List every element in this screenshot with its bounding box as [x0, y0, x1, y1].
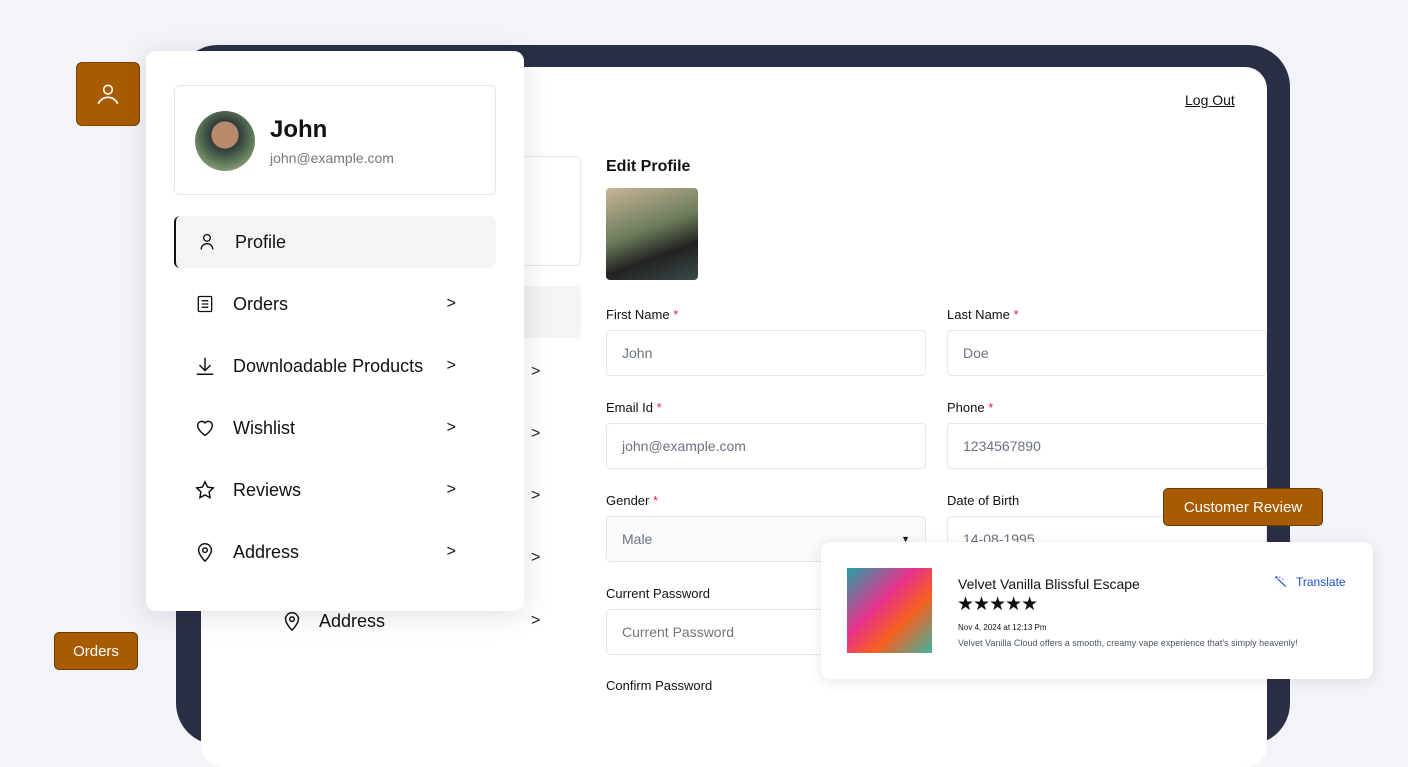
menu-item-label: Profile [235, 231, 287, 252]
user-icon [196, 231, 218, 253]
map-pin-icon [194, 541, 216, 563]
first-name-label: First Name * [606, 307, 679, 322]
phone-label: Phone * [947, 400, 994, 415]
page-title: Edit Profile [606, 158, 691, 175]
menu-item-orders[interactable]: Orders > [174, 278, 496, 330]
chevron-right-icon: > [531, 363, 541, 380]
chevron-right-icon: > [446, 295, 456, 312]
phone-input[interactable]: 1234567890 [947, 423, 1267, 469]
review-date: Nov 4, 2024 at 12:13 Pm [958, 623, 1047, 632]
caret-down-icon: ▼ [901, 534, 910, 544]
background-nav-address[interactable]: Address [281, 610, 385, 632]
email-label: Email Id * [606, 400, 662, 415]
user-name: John [270, 116, 328, 143]
user-email: john@example.com [270, 150, 394, 166]
list-icon [194, 293, 216, 315]
menu-item-address[interactable]: Address > [174, 526, 496, 578]
account-menu-popup: John john@example.com Profile Orders > D… [146, 51, 524, 611]
chevron-right-icon: > [531, 549, 541, 566]
product-image [847, 568, 932, 653]
user-icon [97, 84, 119, 105]
rating-stars: ★★★★★ [957, 594, 1038, 615]
menu-item-label: Reviews [233, 479, 302, 500]
heart-icon [194, 417, 216, 439]
orders-tag[interactable]: Orders [54, 632, 138, 670]
menu-item-label: Orders [233, 293, 289, 314]
menu-item-label: Address [233, 541, 300, 562]
review-text: Velvet Vanilla Cloud offers a smooth, cr… [958, 638, 1298, 648]
download-icon [194, 355, 216, 377]
profile-photo[interactable] [606, 188, 698, 280]
star-icon [194, 479, 216, 501]
current-password-label: Current Password [606, 586, 711, 601]
first-name-input[interactable]: John [606, 330, 926, 376]
menu-item-label: Downloadable Products [233, 355, 424, 376]
chevron-right-icon: > [531, 612, 541, 629]
last-name-input[interactable]: Doe [947, 330, 1267, 376]
menu-item-reviews[interactable]: Reviews > [174, 464, 496, 516]
translate-button[interactable]: Translate [1274, 575, 1346, 589]
confirm-password-label: Confirm Password [606, 678, 713, 693]
chevron-right-icon: > [446, 481, 456, 498]
menu-item-wishlist[interactable]: Wishlist > [174, 402, 496, 454]
user-button[interactable] [76, 62, 140, 126]
customer-review-tag[interactable]: Customer Review [1163, 488, 1323, 526]
map-pin-icon [284, 612, 300, 632]
profile-card: John john@example.com [174, 85, 496, 195]
menu-item-label: Wishlist [233, 417, 295, 438]
chevron-right-icon: > [446, 543, 456, 560]
last-name-label: Last Name * [947, 307, 1019, 322]
chevron-right-icon: > [531, 487, 541, 504]
chevron-right-icon: > [446, 419, 456, 436]
dob-label: Date of Birth [947, 493, 1020, 508]
chevron-right-icon: > [531, 425, 541, 442]
nav-label: Address [319, 610, 386, 631]
email-input[interactable]: john@example.com [606, 423, 926, 469]
chevron-right-icon: > [446, 357, 456, 374]
gender-label: Gender * [606, 493, 659, 508]
magic-wand-icon [1275, 576, 1287, 588]
review-card: Velvet Vanilla Blissful Escape ★★★★★ Nov… [821, 542, 1373, 679]
menu-item-profile[interactable]: Profile [174, 216, 496, 268]
menu-item-downloadable-products[interactable]: Downloadable Products > [174, 340, 496, 392]
review-title: Velvet Vanilla Blissful Escape [958, 576, 1140, 592]
logout-link[interactable]: Log Out [1185, 92, 1235, 108]
avatar [195, 111, 255, 171]
